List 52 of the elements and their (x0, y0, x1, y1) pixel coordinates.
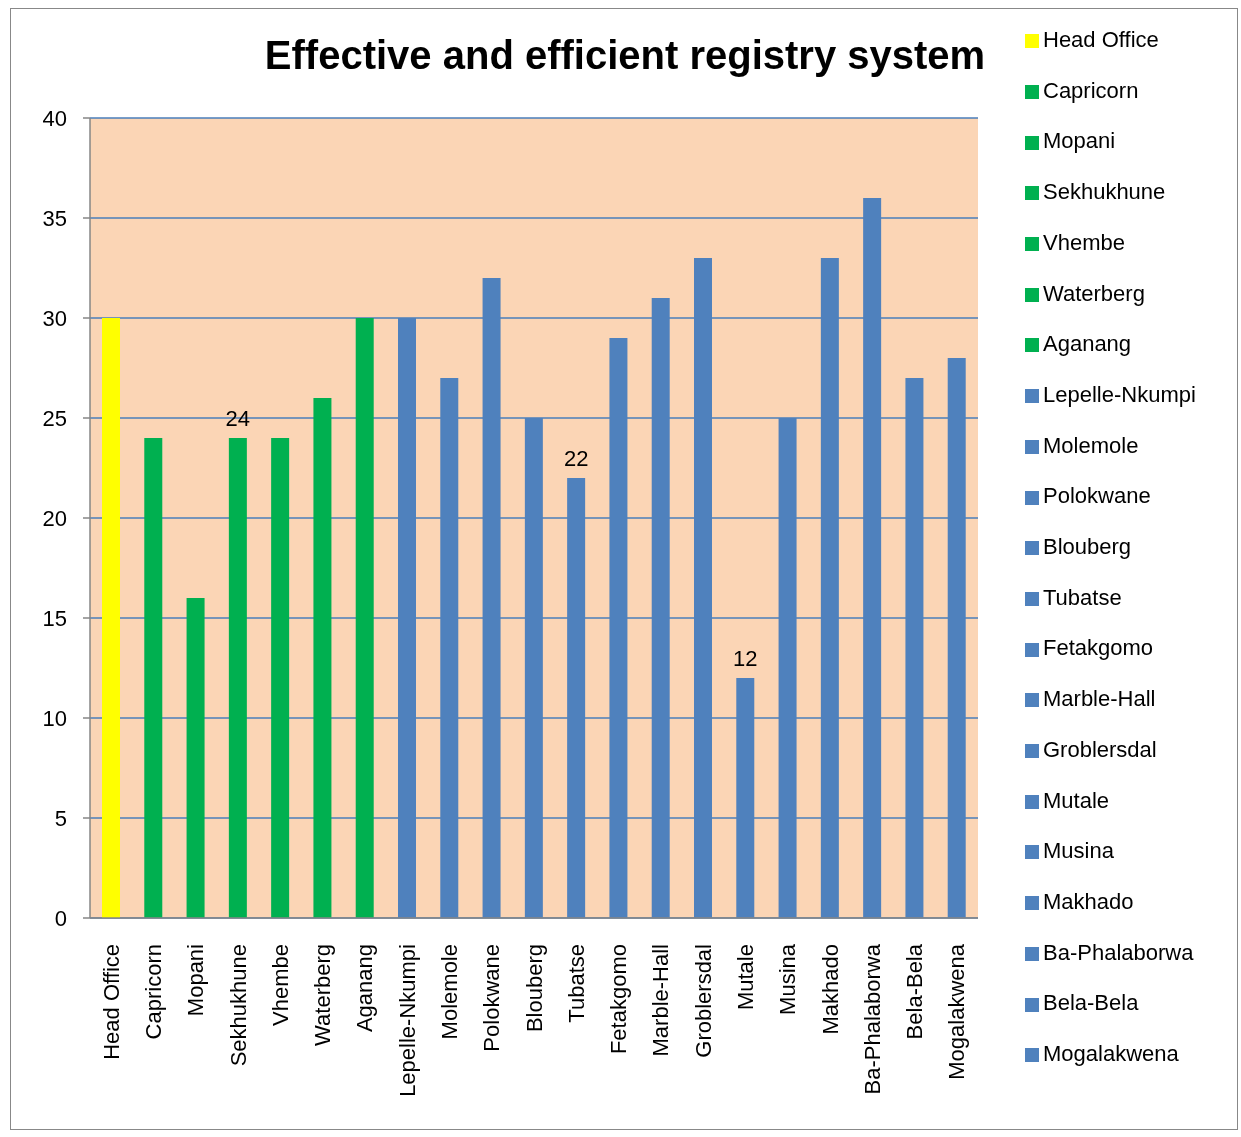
x-tick-label: Polokwane (479, 944, 505, 1052)
chart-title: Effective and efficient registry system (263, 33, 987, 78)
data-label: 12 (733, 646, 758, 671)
x-tick-label: Mutale (732, 944, 758, 1011)
y-tick-label: 30 (42, 305, 67, 331)
x-tick-label: Blouberg (521, 944, 547, 1033)
y-tick-label: 5 (54, 805, 67, 831)
legend-label: Sekhukhune (1043, 179, 1166, 205)
data-label: 22 (563, 446, 589, 471)
legend-label: Head Office (1043, 27, 1159, 52)
x-tick-label: Tubatse (563, 944, 589, 1023)
x-tick-label: Vhembe (267, 944, 293, 1026)
legend-label: Mopani (1043, 128, 1116, 154)
x-tick-label: Head Office (98, 944, 124, 1060)
legend-label: Capricorn (1043, 77, 1139, 103)
legend-label: Molemole (1043, 432, 1139, 458)
y-tick-label: 40 (42, 105, 67, 131)
x-tick-label: Capricorn (140, 944, 166, 1040)
x-tick-label: Molemole (436, 944, 462, 1040)
x-tick-label: Fetakgomo (606, 944, 632, 1055)
y-tick-label: 10 (42, 705, 67, 731)
x-tick-label: Ba-Phalaborwa (859, 943, 885, 1095)
legend-label: Waterberg (1043, 280, 1145, 306)
legend-label: Aganang (1043, 331, 1132, 357)
x-tick-label: Aganang (352, 944, 378, 1033)
y-tick-label: 0 (54, 905, 67, 931)
x-tick-label: Sekhukhune (225, 944, 251, 1067)
legend-label: Blouberg (1043, 534, 1132, 560)
x-tick-label: Mopani (183, 944, 209, 1017)
y-tick-label: 20 (42, 505, 67, 531)
legend-label: Lepelle-Nkumpi (1043, 381, 1196, 407)
x-tick-label: Waterberg (310, 944, 336, 1046)
legend-label: Fetakgomo (1043, 635, 1154, 661)
x-tick-label: Lepelle-Nkumpi (394, 944, 420, 1097)
x-tick-label: Marble-Hall (648, 944, 674, 1057)
x-tick-label: Musina (775, 943, 801, 1015)
legend-label: Polokwane (1043, 483, 1151, 509)
legend-label: Tubatse (1043, 584, 1122, 610)
legend-label: Vhembe (1043, 229, 1125, 255)
legend-label: Makhado (1043, 888, 1134, 914)
legend-label: Musina (1043, 838, 1114, 864)
data-label: 24 (225, 406, 251, 431)
y-tick-label: 15 (42, 605, 67, 631)
y-tick-label: 35 (42, 205, 67, 231)
x-tick-label: Bela-Bela (902, 943, 928, 1040)
legend-label: Groblersdal (1043, 736, 1157, 762)
legend-label: Mutale (1043, 787, 1110, 813)
x-tick-label: Groblersdal (690, 944, 716, 1058)
x-tick-label: Makhado (817, 944, 843, 1035)
legend-label: Marble-Hall (1043, 686, 1156, 712)
y-tick-label: 25 (42, 405, 67, 431)
x-tick-label: Mogalakwena (944, 943, 970, 1080)
